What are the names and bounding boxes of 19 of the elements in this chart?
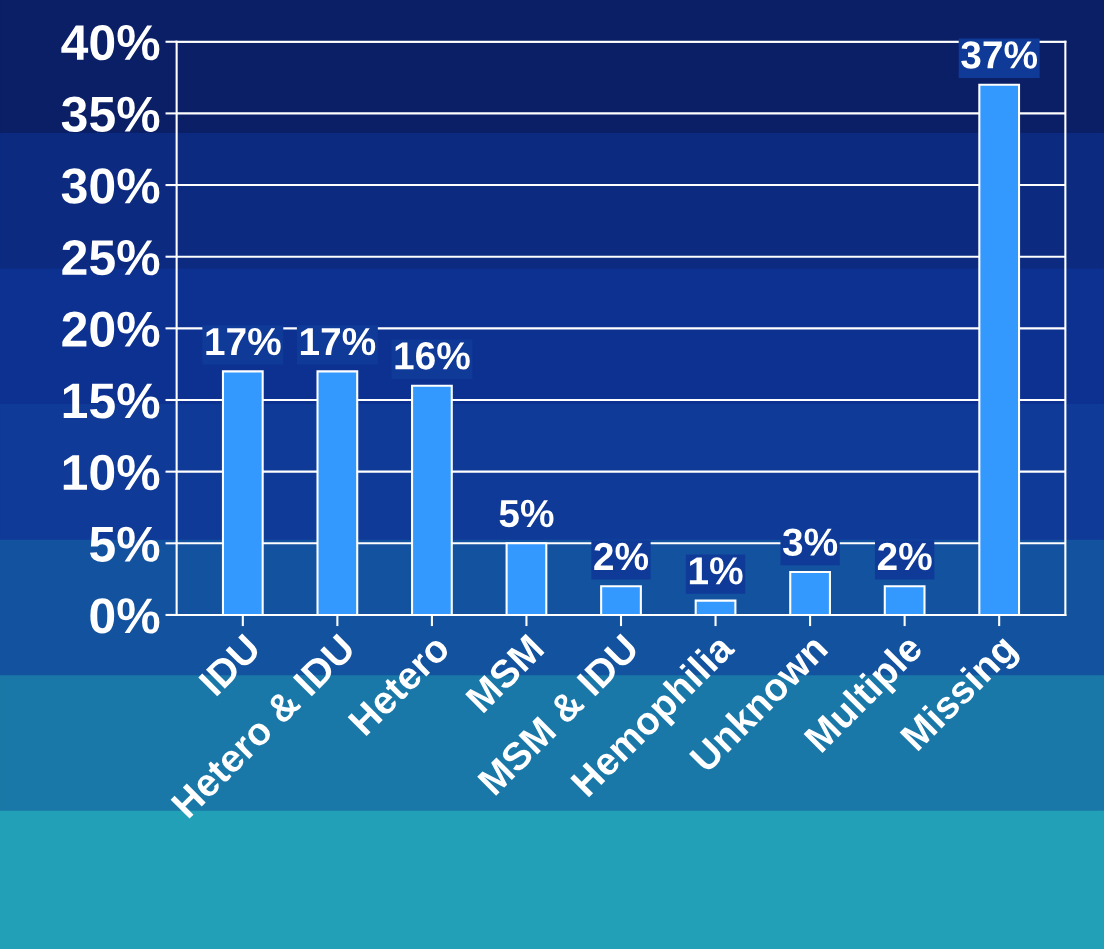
y-tick-label: 40%: [61, 24, 160, 61]
data-label: 17%: [300, 327, 376, 356]
y-tick-label: 15%: [63, 383, 160, 419]
data-label: 3%: [782, 528, 838, 556]
y-tick-label: 0%: [90, 598, 160, 634]
data-label: 5%: [499, 499, 554, 528]
y-tick-label: 5%: [89, 526, 160, 562]
y-tick-label: 35%: [61, 96, 160, 133]
data-label: 2%: [594, 542, 649, 571]
y-tick-label: 10%: [63, 454, 160, 491]
y-tick-label: 25%: [62, 239, 160, 276]
data-label: 1%: [689, 557, 743, 585]
data-label: 17%: [206, 327, 281, 356]
data-label: 37%: [961, 41, 1038, 69]
x-tick-label: IDU: [198, 633, 262, 697]
data-label: 16%: [395, 342, 470, 370]
y-tick-label: 20%: [62, 311, 160, 347]
y-tick-label: 30%: [61, 168, 160, 204]
data-label: 2%: [877, 542, 932, 571]
